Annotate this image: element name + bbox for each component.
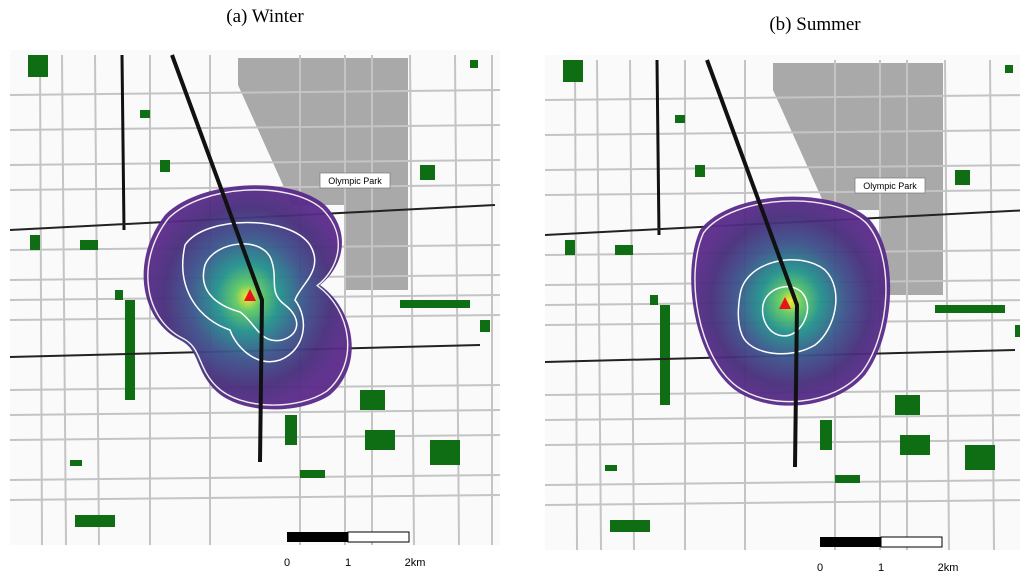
- scale-bar: [287, 532, 348, 542]
- site-marker: [244, 289, 256, 301]
- green-space: [140, 110, 150, 118]
- green-space: [895, 395, 920, 415]
- place-label: Olympic Park: [328, 176, 382, 186]
- green-space: [285, 415, 297, 445]
- main-road: [120, 54, 126, 231]
- contour: [182, 221, 316, 363]
- green-space: [160, 160, 170, 172]
- road: [9, 124, 501, 131]
- green-space: [420, 165, 435, 180]
- scale-label: 0: [284, 557, 290, 569]
- green-space: [30, 235, 40, 250]
- green-space: [955, 170, 970, 185]
- green-space: [300, 470, 325, 478]
- road: [9, 494, 501, 501]
- green-space: [695, 165, 705, 177]
- road: [9, 159, 501, 166]
- green-space: [480, 320, 490, 332]
- scale-bar: [880, 536, 943, 548]
- green-space: [605, 465, 617, 471]
- contour: [737, 259, 837, 355]
- road: [544, 129, 1020, 136]
- green-space: [400, 300, 470, 308]
- green-space: [820, 420, 832, 450]
- road: [544, 439, 1020, 446]
- road: [9, 434, 501, 441]
- scale-label: 0: [817, 562, 823, 574]
- green-space: [660, 305, 670, 405]
- road: [9, 409, 501, 416]
- green-space: [675, 115, 685, 123]
- scale-label: 1: [878, 562, 884, 574]
- contour: [694, 200, 887, 403]
- panel-title: (b) Summer: [769, 14, 861, 35]
- scale-bar: [820, 537, 881, 547]
- green-space: [610, 520, 650, 532]
- place-label-box: [854, 177, 926, 194]
- green-space: [365, 430, 395, 450]
- road: [544, 479, 1020, 486]
- road: [544, 414, 1020, 421]
- road: [544, 499, 1020, 506]
- scale-label: 1: [345, 557, 351, 569]
- main-road: [655, 59, 661, 236]
- green-space: [470, 60, 478, 68]
- green-space: [115, 290, 123, 300]
- contour: [761, 286, 809, 337]
- green-space: [900, 435, 930, 455]
- contour: [202, 243, 298, 342]
- green-space: [125, 300, 135, 400]
- road: [544, 189, 1020, 196]
- green-space: [75, 515, 115, 527]
- road: [9, 89, 501, 96]
- green-space: [615, 245, 633, 255]
- green-space: [835, 475, 860, 483]
- road: [544, 94, 1020, 101]
- green-space: [70, 460, 82, 466]
- map-panel: Olympic Park: [9, 50, 501, 546]
- panel-title: (a) Winter: [226, 6, 304, 27]
- place-label-box: [319, 172, 391, 189]
- green-space: [563, 60, 583, 82]
- green-space: [650, 295, 658, 305]
- main-road: [170, 54, 265, 463]
- green-space: [935, 305, 1005, 313]
- main-road: [705, 59, 800, 468]
- scale-label: 2km: [938, 562, 959, 574]
- site-marker: [779, 297, 791, 309]
- road: [9, 474, 501, 481]
- green-space: [28, 55, 48, 77]
- green-space: [1005, 65, 1013, 73]
- green-space: [1015, 325, 1020, 337]
- road: [544, 164, 1020, 171]
- green-space: [80, 240, 98, 250]
- scale-bar: [347, 531, 410, 543]
- map-panel: Olympic Park: [544, 55, 1020, 551]
- blob: [691, 196, 891, 406]
- contour: [147, 189, 349, 406]
- green-space: [965, 445, 995, 470]
- green-space: [565, 240, 575, 255]
- scale-label: 2km: [405, 557, 426, 569]
- green-space: [430, 440, 460, 465]
- green-space: [360, 390, 385, 410]
- place-label: Olympic Park: [863, 181, 917, 191]
